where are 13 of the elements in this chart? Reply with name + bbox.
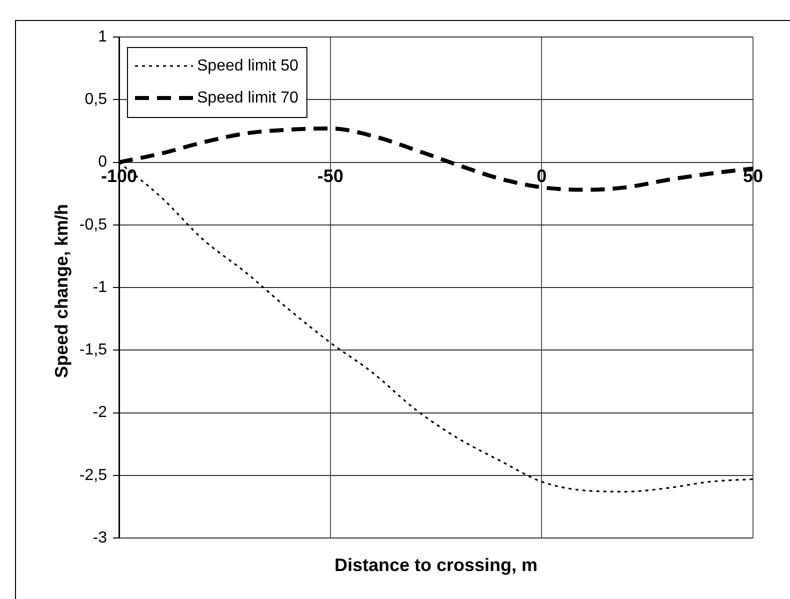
x-axis-title: Distance to crossing, m [333,555,539,576]
y-tick-label: -1,5 [79,342,108,359]
legend-label: Speed limit 70 [197,89,298,106]
y-tick-label: 0,5 [84,91,108,108]
y-tick-label: -2,5 [79,466,108,484]
y-tick-label: -2 [92,404,108,422]
y-axis-title: Speed change, km/h [52,204,72,378]
y-tick-label: -1 [92,278,108,296]
y-tick-label: -3 [92,529,108,546]
legend-label: Speed limit 50 [197,57,298,74]
y-tick-label: -0,5 [79,216,108,234]
y-tick-label: 1 [98,28,108,46]
y-tick-label: 0 [98,154,108,171]
